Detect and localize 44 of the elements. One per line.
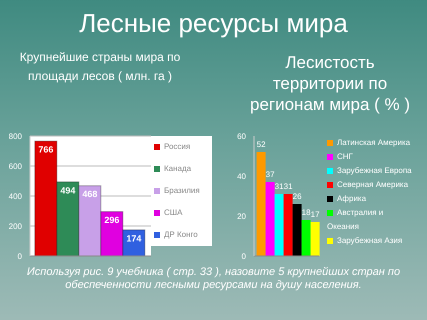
y-tick-label: 200 xyxy=(8,222,23,231)
data-label: 174 xyxy=(126,233,142,244)
legend-label: Бразилия xyxy=(164,186,200,195)
data-label: 468 xyxy=(82,189,98,200)
data-label: 296 xyxy=(104,214,120,225)
chart-title: Лесистость территории по регионам мира ( % ) xyxy=(250,52,410,115)
data-label: 18 xyxy=(302,208,312,217)
legend-label: Африка xyxy=(337,194,366,203)
data-label: 26 xyxy=(292,192,302,201)
legend-label: Зарубежная Европа xyxy=(337,166,412,175)
y-tick-label: 60 xyxy=(237,132,247,141)
text: Лесные ресурсы мира xyxy=(78,8,349,39)
y-tick-label: 0 xyxy=(242,252,247,261)
data-label: 37 xyxy=(266,170,276,179)
text: Используя рис. 9 учебника ( стр. 33 ), назовите 5 крупнейших стран по обеспеченности лесными ресурсами на душу населения. xyxy=(26,266,402,292)
legend-label: США xyxy=(164,208,182,217)
bar xyxy=(302,220,311,256)
legend-label: ДР Конго xyxy=(164,230,198,239)
bar xyxy=(274,194,284,256)
y-tick-label: 0 xyxy=(18,252,23,261)
legend-label: СНГ xyxy=(337,152,353,161)
data-label: 31 xyxy=(284,182,294,191)
data-label: 17 xyxy=(310,210,320,219)
y-tick-label: 400 xyxy=(8,192,23,201)
bar xyxy=(256,152,266,256)
bar xyxy=(292,204,302,256)
data-label: 31 xyxy=(274,182,284,191)
data-label: 766 xyxy=(38,144,54,154)
y-tick-label: 800 xyxy=(8,132,23,141)
legend-label: Латинская Америка xyxy=(337,138,410,147)
y-tick-label: 600 xyxy=(8,162,23,171)
data-label: 52 xyxy=(256,140,266,149)
legend-label: Зарубежная Азия xyxy=(337,236,402,245)
bar xyxy=(266,182,275,256)
data-label: 494 xyxy=(60,185,76,196)
bar xyxy=(310,222,320,256)
legend-label: Канада xyxy=(164,164,192,173)
bar xyxy=(284,194,293,256)
legend-label: Австралия и Океания xyxy=(327,208,384,231)
y-tick-label: 20 xyxy=(237,212,247,221)
y-tick-label: 40 xyxy=(237,172,247,181)
legend-label: Россия xyxy=(164,142,190,151)
chart-subtitle: Крупнейшие страны мира по площади лесов ( млн. га ) xyxy=(18,49,182,85)
legend-label: Северная Америка xyxy=(337,180,408,189)
